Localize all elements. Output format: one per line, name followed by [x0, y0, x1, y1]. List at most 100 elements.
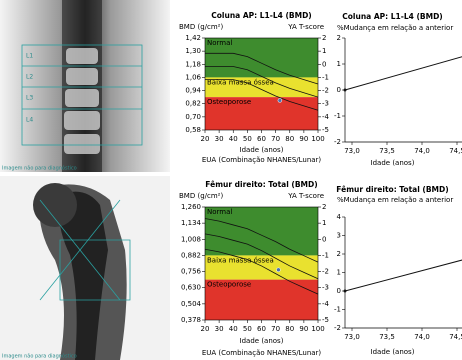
y-tick-label: -1	[334, 112, 341, 120]
x-axis-label: Idade (anos)	[240, 146, 284, 154]
x-tick-label: 100	[311, 325, 324, 333]
y2-axis-label: YA T-score	[287, 23, 324, 31]
y2-tick-label: -5	[322, 126, 329, 134]
x-tick-label: 100	[311, 135, 324, 143]
x-tick-label: 30	[215, 325, 224, 333]
x-tick-label: 74,0	[414, 147, 430, 155]
y2-tick-label: -2	[322, 268, 329, 276]
zone-label: Normal	[207, 39, 232, 47]
y-tick-label: 0,882	[181, 251, 201, 259]
y-tick-label: 1,30	[185, 47, 201, 55]
vertebra-label: L3	[26, 95, 33, 102]
zone-label: Osteoporose	[207, 98, 251, 106]
x-tick-label: 20	[201, 135, 210, 143]
zone-label: Osteoporose	[207, 281, 251, 289]
x-tick-label: 30	[215, 135, 224, 143]
y2-tick-label: -1	[322, 73, 329, 81]
y2-tick-label: -1	[322, 251, 329, 259]
x-tick-label: 70	[271, 325, 280, 333]
y-tick-label: 4	[337, 213, 342, 221]
x-tick-label: 60	[257, 325, 266, 333]
zone-label: Normal	[207, 208, 232, 216]
x-tick-label: 60	[257, 135, 266, 143]
x-tick-label: 40	[229, 135, 238, 143]
reference-note: EUA (Combinação NHANES/Lunar)	[202, 156, 322, 164]
x-tick-label: 40	[229, 325, 238, 333]
chart-title: Fêmur direito: Total (BMD)	[336, 185, 448, 194]
x-tick-label: 90	[299, 325, 308, 333]
y-tick-label: 0,94	[185, 87, 201, 95]
vertebra-label: L2	[26, 74, 33, 81]
patient-point	[278, 98, 282, 102]
y-tick-label: 0,630	[181, 284, 201, 292]
x-tick-label: 73,0	[344, 147, 360, 155]
chart-title: Fêmur direito: Total (BMD)	[205, 180, 317, 189]
x-tick-label: 73,0	[344, 333, 360, 341]
trend-point	[344, 290, 347, 293]
reference-note: EUA (Combinação NHANES/Lunar)	[202, 349, 322, 357]
x-axis-label: Idade (anos)	[371, 348, 415, 356]
y-axis-label: BMD (g/cm²)	[179, 23, 223, 31]
y-tick-label: -2	[334, 138, 341, 146]
y-axis-label: BMD (g/cm²)	[179, 192, 223, 200]
y-tick-label: 1,260	[181, 203, 201, 211]
y2-tick-label: -3	[322, 284, 329, 292]
x-tick-label: 74,5	[449, 147, 462, 155]
spine-image: L1 L2 L3 L4 Imagem não para diagnóstico	[0, 0, 170, 172]
trend-point	[344, 89, 347, 92]
y-tick-label: 0,756	[181, 268, 202, 276]
x-axis-label: Idade (anos)	[240, 337, 284, 345]
chart-title: Coluna AP: L1-L4 (BMD)	[211, 11, 311, 20]
y2-tick-label: 0	[322, 235, 326, 243]
trend-line	[345, 260, 462, 291]
x-tick-label: 80	[285, 325, 294, 333]
y-tick-label: -2	[334, 324, 341, 332]
vertebra-label: L4	[26, 117, 33, 124]
y-tick-label: 0,378	[181, 316, 201, 324]
y-tick-label: 3	[337, 232, 341, 240]
y-tick-label: 2	[337, 34, 341, 42]
y-axis-label: %Mudança em relação a anterior	[337, 24, 453, 32]
x-tick-label: 80	[285, 135, 294, 143]
report: L1 L2 L3 L4 Imagem não para diagnóstico …	[0, 0, 462, 360]
y-tick-label: 1,134	[181, 219, 202, 227]
y-tick-label: 2	[337, 250, 341, 258]
patient-point	[276, 268, 280, 272]
x-tick-label: 73,5	[379, 333, 395, 341]
y2-tick-label: -5	[322, 316, 329, 324]
y2-tick-label: -4	[322, 113, 330, 121]
y-tick-label: 1,008	[181, 235, 201, 243]
y-tick-label: 1,18	[185, 60, 201, 68]
x-axis-label: Idade (anos)	[371, 159, 415, 167]
y2-axis-label: YA T-score	[287, 192, 324, 200]
x-tick-label: 50	[243, 325, 252, 333]
y2-tick-label: -3	[322, 100, 329, 108]
y2-tick-label: -4	[322, 300, 330, 308]
y-axis-label: %Mudança em relação a anterior	[337, 196, 453, 204]
y-tick-label: 1	[337, 269, 341, 277]
x-tick-label: 73,5	[379, 147, 395, 155]
image-caption: Imagem não para diagnóstico	[2, 165, 77, 172]
y2-tick-label: -2	[322, 87, 329, 95]
y-tick-label: 1,42	[185, 34, 201, 42]
y2-tick-label: 1	[322, 47, 326, 55]
y-tick-label: 0,504	[181, 300, 202, 308]
x-tick-label: 74,0	[414, 333, 430, 341]
hip-image: Imagem não para diagnóstico	[0, 176, 170, 360]
y-tick-label: 0	[337, 287, 341, 295]
x-tick-label: 90	[299, 135, 308, 143]
vertebra-label: L1	[26, 53, 33, 60]
image-caption: Imagem não para diagnóstico	[2, 353, 77, 360]
x-tick-label: 74,5	[449, 333, 462, 341]
trend-line	[345, 56, 462, 90]
y-tick-label: 0,70	[185, 113, 201, 121]
y2-tick-label: 2	[322, 203, 326, 211]
y2-tick-label: 0	[322, 60, 326, 68]
y2-tick-label: 2	[322, 34, 326, 42]
y-tick-label: 1	[337, 60, 341, 68]
y-tick-label: 0	[337, 86, 341, 94]
y-tick-label: 0,58	[185, 126, 201, 134]
y2-tick-label: 1	[322, 219, 326, 227]
x-tick-label: 70	[271, 135, 280, 143]
y-tick-label: 1,06	[185, 73, 201, 81]
